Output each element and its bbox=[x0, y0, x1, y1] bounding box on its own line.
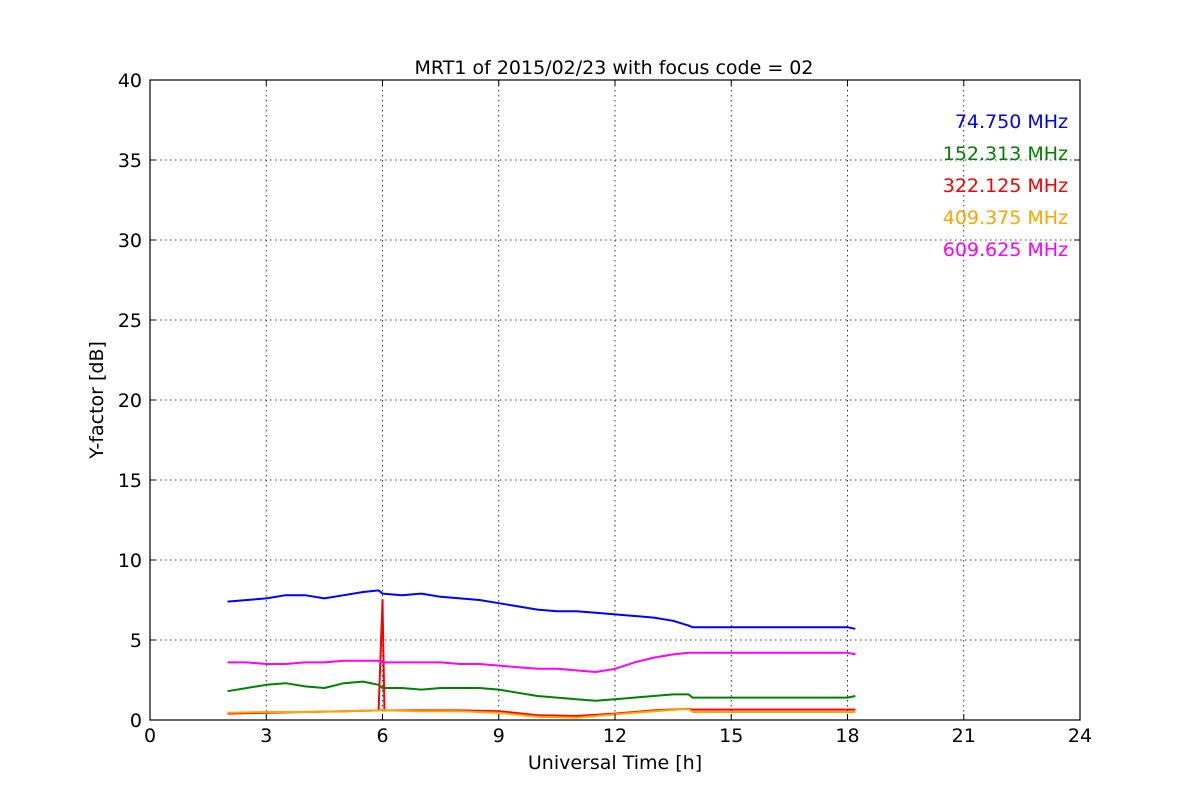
axis-ticks bbox=[149, 79, 1081, 721]
plot-series bbox=[227, 589, 856, 719]
y-tick-label: 10 bbox=[118, 550, 142, 572]
x-tick-label: 18 bbox=[835, 725, 859, 747]
y-tick-labels: 0 5 10 15 20 25 30 35 40 bbox=[118, 70, 142, 732]
x-tick-label: 9 bbox=[493, 725, 505, 747]
legend-entry-0: 74.750 MHz bbox=[955, 111, 1068, 133]
series-line-3 bbox=[227, 707, 856, 719]
y-tick-label: 40 bbox=[118, 70, 142, 92]
y-tick-label: 5 bbox=[130, 630, 142, 652]
y-tick-label: 0 bbox=[130, 710, 142, 732]
series-line-1 bbox=[227, 680, 856, 702]
y-tick-label: 25 bbox=[118, 310, 142, 332]
y-tick-label: 20 bbox=[118, 390, 142, 412]
x-tick-label: 24 bbox=[1068, 725, 1092, 747]
x-tick-label: 6 bbox=[376, 725, 388, 747]
x-tick-labels: 0 3 6 9 12 15 18 21 24 bbox=[144, 725, 1092, 747]
x-tick-label: 15 bbox=[719, 725, 743, 747]
x-tick-label: 21 bbox=[952, 725, 976, 747]
y-tick-label: 15 bbox=[118, 470, 142, 492]
y-tick-label: 30 bbox=[118, 230, 142, 252]
chart-title: MRT1 of 2015/02/23 with focus code = 02 bbox=[415, 57, 814, 79]
legend: 74.750 MHz 152.313 MHz 322.125 MHz 409.375 … bbox=[943, 111, 1068, 261]
x-tick-label: 0 bbox=[144, 725, 156, 747]
y-tick-label: 35 bbox=[118, 150, 142, 172]
legend-entry-1: 152.313 MHz bbox=[943, 143, 1068, 165]
y-axis-label: Y-factor [dB] bbox=[86, 341, 108, 460]
x-tick-label: 12 bbox=[603, 725, 627, 747]
series-line-4 bbox=[227, 651, 856, 673]
grid-lines bbox=[150, 80, 1080, 720]
legend-entry-2: 322.125 MHz bbox=[943, 175, 1068, 197]
x-tick-label: 3 bbox=[260, 725, 272, 747]
legend-entry-3: 409.375 MHz bbox=[943, 207, 1068, 229]
series-line-0 bbox=[227, 589, 856, 630]
x-axis-label: Universal Time [h] bbox=[528, 752, 702, 774]
legend-entry-4: 609.625 MHz bbox=[943, 239, 1068, 261]
